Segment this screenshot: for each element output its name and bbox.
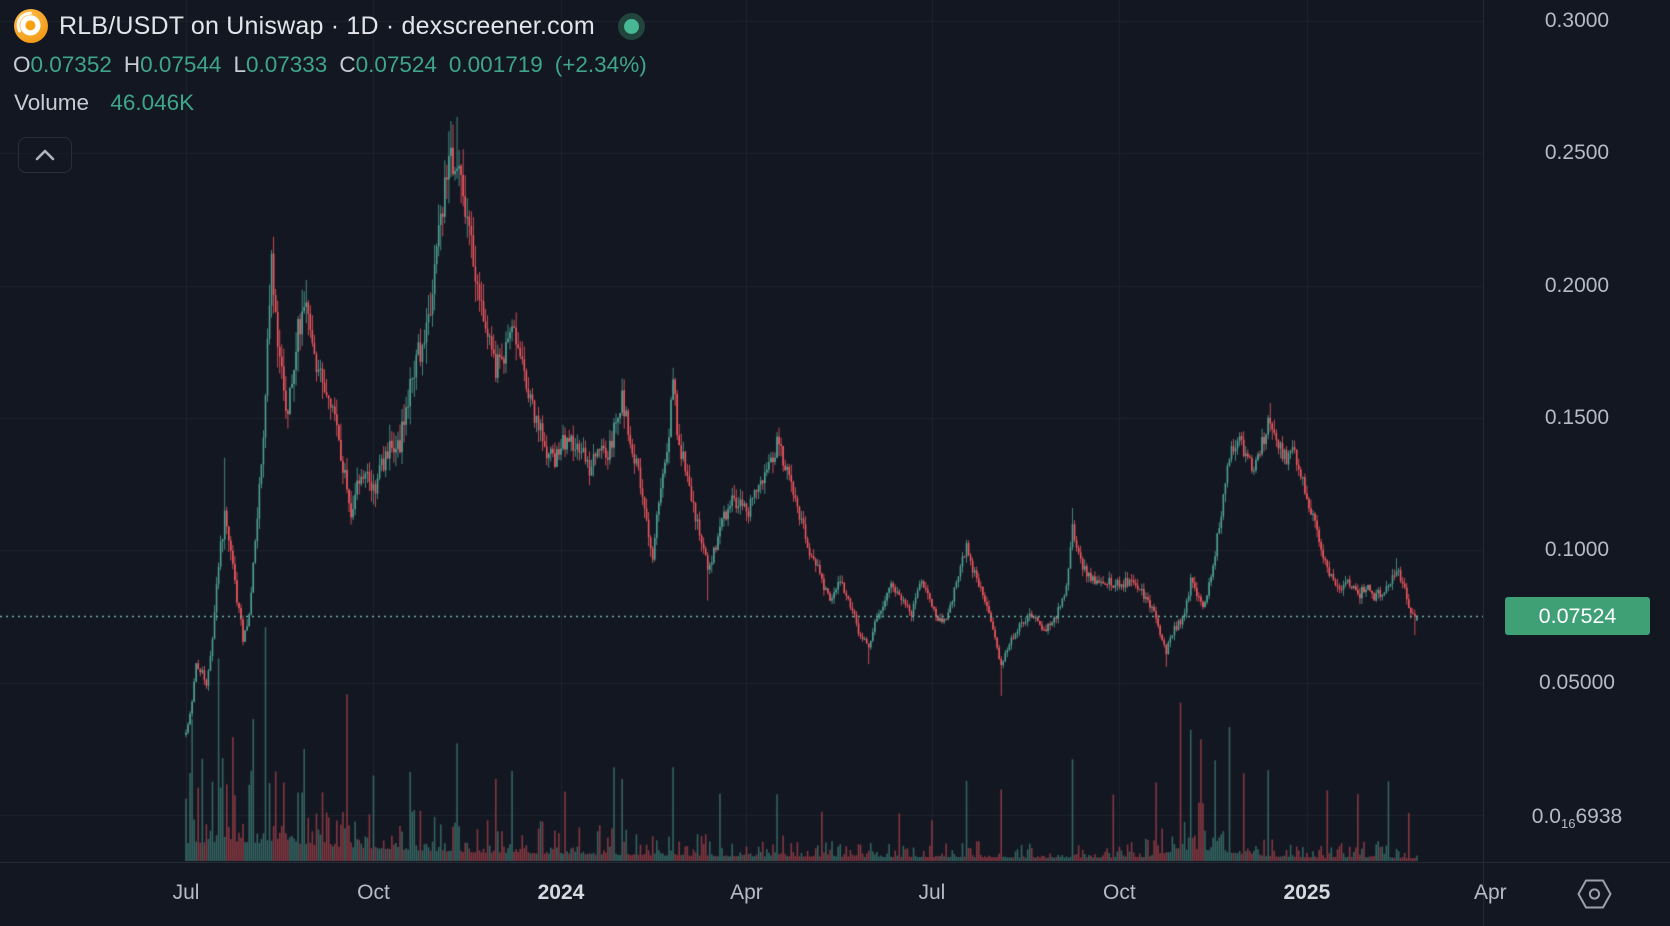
collapse-legend-button[interactable] bbox=[18, 137, 72, 173]
current-price-badge: 0.07524 bbox=[1505, 596, 1650, 635]
time-axis-label: Oct bbox=[1103, 881, 1136, 904]
time-axis[interactable]: Jul Oct 2024 Apr Jul Oct 2025 Apr bbox=[0, 863, 1670, 926]
time-axis-label: Oct bbox=[357, 881, 390, 904]
volume-label: Volume bbox=[14, 90, 90, 115]
chart-legend-header: RLB/USDT on Uniswap · 1D · dexscreener.c… bbox=[14, 9, 645, 43]
live-status-dot bbox=[623, 18, 639, 34]
price-axis-label: 0.05000 bbox=[1539, 670, 1615, 694]
time-axis-label: 2025 bbox=[1283, 881, 1331, 904]
price-axis-label: 0.2000 bbox=[1544, 273, 1610, 297]
change-absolute: 0.001719 bbox=[448, 52, 543, 77]
high-readout: H0.07544 bbox=[123, 52, 222, 77]
time-axis-label: Apr bbox=[1473, 881, 1507, 904]
price-axis-separator bbox=[1483, 0, 1484, 926]
change-percent: (+2.34%) bbox=[554, 52, 647, 77]
price-axis[interactable]: 0.07524 0.0166938 0.3000 0.2500 0.2000 0.15… bbox=[1484, 0, 1670, 862]
chart-settings-button[interactable] bbox=[1576, 877, 1612, 911]
time-axis-label: Apr bbox=[730, 881, 763, 904]
time-axis-separator bbox=[0, 862, 1670, 863]
price-axis-label: 0.2500 bbox=[1544, 141, 1610, 165]
low-readout: L0.07333 bbox=[233, 52, 328, 77]
price-chart-canvas[interactable] bbox=[0, 0, 1483, 862]
time-axis-label: Jul bbox=[918, 881, 946, 904]
rlb-token-logo-icon bbox=[14, 9, 48, 43]
chevron-up-icon bbox=[35, 149, 55, 161]
volume-value: 46.046K bbox=[110, 90, 195, 115]
time-axis-label: 2024 bbox=[537, 881, 585, 904]
price-axis-label: 0.1500 bbox=[1544, 406, 1610, 429]
gear-icon bbox=[1577, 879, 1611, 909]
live-status-ring bbox=[617, 12, 645, 40]
ohlc-readout: O0.07352 H0.07544 L0.07333 C0.07524 0.00… bbox=[13, 52, 659, 78]
price-axis-zero-label: 0.0166938 bbox=[1531, 805, 1623, 832]
price-axis-label: 0.3000 bbox=[1544, 9, 1610, 33]
close-readout: C0.07524 bbox=[339, 52, 437, 77]
volume-readout: Volume 46.046K bbox=[14, 90, 194, 116]
time-axis-label: Jul bbox=[172, 881, 200, 904]
open-readout: O0.07352 bbox=[13, 52, 112, 77]
price-axis-label: 0.1000 bbox=[1544, 538, 1610, 562]
chart-title: RLB/USDT on Uniswap · 1D · dexscreener.c… bbox=[59, 11, 595, 40]
